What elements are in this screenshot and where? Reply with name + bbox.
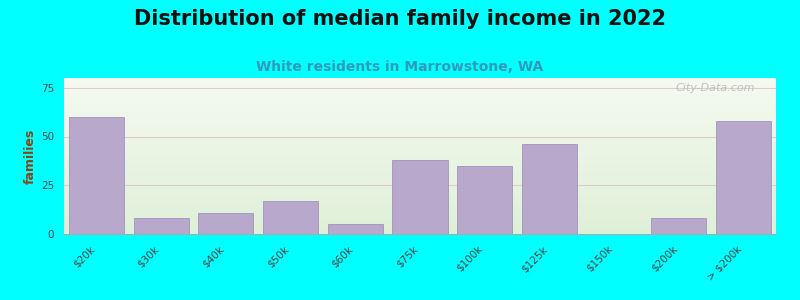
Bar: [651, 218, 706, 234]
Bar: [69, 117, 124, 234]
Bar: [328, 224, 382, 234]
Text: White residents in Marrowstone, WA: White residents in Marrowstone, WA: [256, 60, 544, 74]
Y-axis label: families: families: [24, 128, 37, 184]
Bar: [522, 144, 577, 234]
Bar: [134, 218, 189, 234]
Text: Distribution of median family income in 2022: Distribution of median family income in …: [134, 9, 666, 29]
Bar: [393, 160, 447, 234]
Bar: [263, 201, 318, 234]
Bar: [198, 212, 254, 234]
Text: City-Data.com: City-Data.com: [675, 83, 754, 93]
Bar: [716, 121, 771, 234]
Bar: [458, 166, 512, 234]
